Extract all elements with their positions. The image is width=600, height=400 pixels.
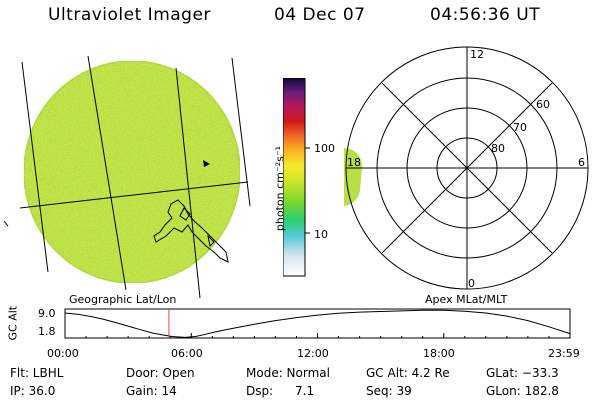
x-tick-label-1200: 12:00 [297, 347, 329, 360]
lat-label-60: 60 [536, 98, 550, 111]
glat-status: GLat: −33.3 [486, 366, 559, 380]
dsp-status-value: 7.1 [295, 384, 315, 398]
timeline-y-axis-label: GC Alt [6, 305, 20, 341]
mlt-label-18: 18 [347, 156, 361, 169]
x-tick-label-2359: 23:59 [548, 347, 580, 360]
gain-status: Gain: 14 [126, 384, 177, 398]
timeline-y-tick-low: 1.8 [38, 325, 56, 338]
lat-label-70: 70 [513, 121, 527, 134]
door-status: Door: Open [126, 366, 195, 380]
mlt-label-12: 12 [470, 48, 484, 61]
dsp-status-label: Dsp: [246, 384, 274, 398]
mode-status: Mode: Normal [246, 366, 330, 380]
app-title: Ultraviolet Imager [48, 5, 211, 25]
orbit-timeline-plot [64, 308, 571, 339]
colorbar-tick-label-100: 100 [314, 142, 335, 155]
time-label: 04:56:36 UT [430, 5, 541, 25]
edge-tick [3, 220, 9, 227]
mlt-label-0: 0 [468, 277, 475, 290]
orbit-altitude-curve [64, 309, 570, 338]
glon-status: GLon: 182.8 [486, 384, 559, 398]
polar-mlt-plot [344, 46, 589, 290]
filter-status: Flt: LBHL [10, 366, 64, 380]
mlt-label-6: 6 [578, 156, 585, 169]
x-tick-label-0600: 06:00 [171, 347, 203, 360]
apex-caption: Apex MLat/MLT [425, 293, 508, 306]
lat-label-80: 80 [491, 142, 505, 155]
gc-alt-status: GC Alt: 4.2 Re [366, 366, 450, 380]
seq-status: Seq: 39 [366, 384, 412, 398]
date-label: 04 Dec 07 [274, 5, 366, 25]
x-tick-label-1800: 18:00 [423, 347, 455, 360]
uv-image-disk [23, 60, 241, 284]
polar-diagonal-2 [381, 82, 553, 254]
coastline-overlay [153, 199, 229, 263]
geographic-image-panel [3, 55, 251, 299]
x-tick-label-0000: 00:00 [47, 347, 79, 360]
colorbar-units-label: photon cm⁻²s⁻¹ [273, 145, 287, 232]
geographic-caption: Geographic Lat/Lon [69, 293, 177, 306]
ground-station-marker [203, 160, 210, 167]
colorbar [283, 78, 310, 277]
colorbar-tick-label-10: 10 [314, 228, 328, 241]
timeline-y-tick-high: 9.0 [38, 307, 56, 320]
ip-status: IP: 36.0 [10, 384, 56, 398]
geographic-grid [19, 55, 251, 299]
